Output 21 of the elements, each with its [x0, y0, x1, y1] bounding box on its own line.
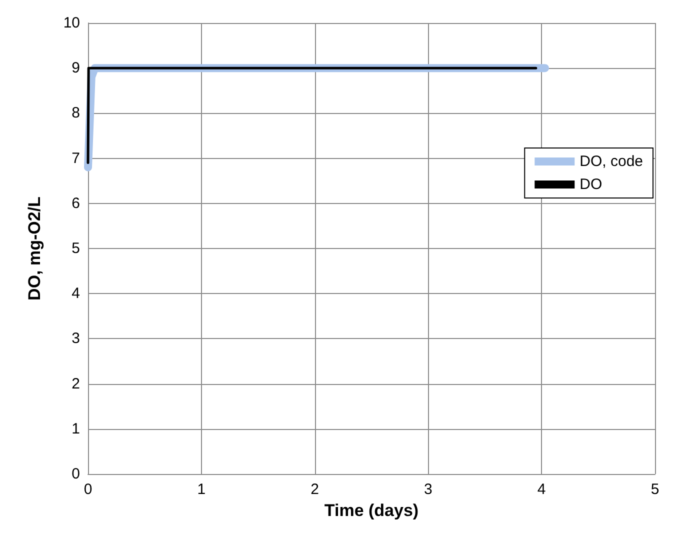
- y-tick-label: 0: [72, 466, 80, 482]
- x-tick-label: 0: [84, 481, 92, 498]
- x-tick-label: 2: [310, 481, 319, 498]
- x-tick-label: 1: [197, 481, 206, 498]
- y-tick-label: 2: [72, 375, 80, 392]
- y-tick-label: 3: [72, 330, 80, 348]
- y-tick-label: 10: [63, 14, 80, 32]
- y-tick-label: 1: [72, 420, 80, 438]
- y-tick-label: 9: [72, 60, 80, 77]
- legend-label: DO, code: [580, 153, 644, 170]
- y-tick-label: 4: [72, 285, 80, 302]
- x-tick-label: 5: [650, 481, 660, 498]
- x-axis-title: Time (days): [324, 500, 419, 520]
- y-tick-label: 8: [72, 104, 80, 122]
- y-tick-label: 5: [72, 240, 80, 257]
- y-axis-title: DO, mg-O2/L: [25, 196, 44, 300]
- y-tick-label: 7: [72, 150, 80, 167]
- legend-label: DO: [580, 176, 602, 193]
- x-tick-label: 4: [537, 481, 546, 498]
- x-tick-label: 3: [424, 481, 432, 498]
- y-tick-label: 6: [72, 194, 80, 212]
